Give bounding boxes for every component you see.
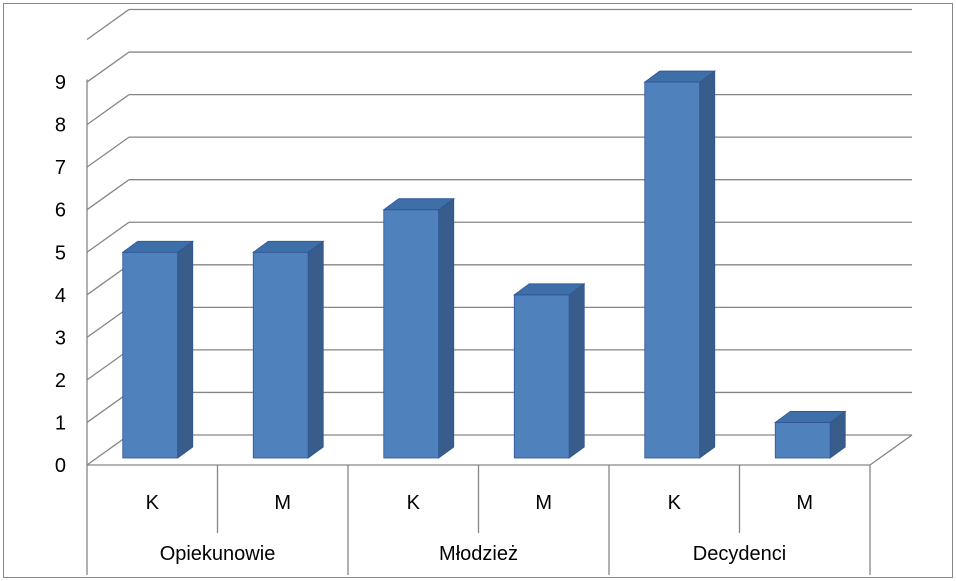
bar-top — [121, 240, 194, 253]
bar-side — [307, 240, 324, 459]
bar-top — [774, 411, 847, 423]
y-tick-label: 8 — [55, 115, 66, 137]
category-label: M — [796, 492, 813, 514]
group-label: Decydenci — [693, 543, 786, 565]
bar-front — [252, 251, 309, 459]
bar-top — [513, 283, 586, 296]
bar-side — [699, 70, 716, 459]
bar — [252, 240, 325, 459]
bar — [382, 197, 455, 459]
gridline-diagonal — [86, 8, 130, 41]
gridline-diagonal — [86, 94, 130, 126]
gridline-diagonal — [86, 221, 130, 253]
category-label: M — [274, 492, 291, 514]
y-tick-label: 4 — [55, 285, 66, 307]
bar-front — [383, 209, 440, 459]
gridline-diagonal — [86, 306, 130, 338]
bar-front — [122, 251, 179, 459]
gridline-diagonal — [86, 434, 130, 466]
labels: 0 1 2 3 4 5 6 7 8 9 K M K M K M Opiekunowie Młodzież Decyd… — [55, 72, 813, 565]
category-label: K — [146, 492, 160, 514]
bar-top — [252, 240, 325, 253]
bar-side — [177, 240, 194, 459]
y-tick-label: 2 — [55, 370, 66, 392]
bar-front — [644, 81, 701, 459]
bar — [774, 410, 847, 459]
bar — [121, 240, 194, 459]
gridline-diagonal — [86, 179, 130, 211]
bar-top — [643, 70, 716, 83]
gridline-diagonal — [86, 264, 130, 296]
category-label: M — [535, 492, 552, 514]
bar — [643, 70, 716, 459]
y-tick-label: 6 — [55, 200, 66, 222]
y-tick-label: 3 — [55, 327, 66, 349]
category-label: K — [668, 492, 682, 514]
y-tick-label: 1 — [55, 412, 66, 434]
y-tick-label: 5 — [55, 242, 66, 264]
gridline-diagonal — [86, 391, 130, 423]
bar — [513, 283, 586, 459]
bar-side — [438, 197, 455, 459]
bar-front — [774, 422, 831, 459]
gridline-diagonal — [86, 51, 130, 83]
floor-edge — [869, 434, 913, 466]
y-tick-label: 9 — [55, 72, 66, 94]
axes — [86, 79, 913, 575]
bar-side — [568, 283, 585, 459]
group-label: Opiekunowie — [160, 543, 276, 565]
group-label: Młodzież — [439, 543, 518, 565]
gridline-diagonal — [86, 136, 130, 168]
bar-top — [382, 198, 455, 211]
y-tick-label: 7 — [55, 157, 66, 179]
category-label: K — [407, 492, 421, 514]
y-tick-label: 0 — [55, 455, 66, 477]
gridline-diagonal — [86, 349, 130, 381]
bars — [121, 70, 847, 459]
bar-front — [513, 294, 570, 459]
